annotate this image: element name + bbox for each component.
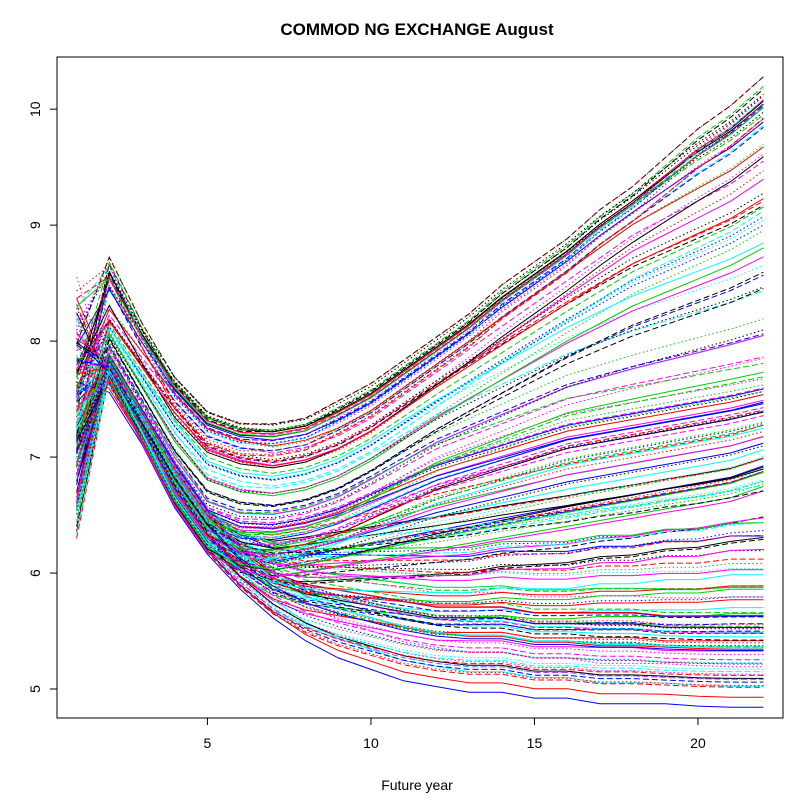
series-line	[76, 210, 764, 487]
series-line	[76, 121, 764, 441]
series-line	[76, 353, 764, 526]
series-line	[76, 98, 764, 445]
series-line	[76, 76, 764, 425]
series-line	[76, 381, 764, 681]
y-tick-label: 6	[27, 569, 43, 577]
series-line	[76, 364, 764, 634]
series-line	[76, 107, 764, 437]
series-line	[76, 368, 764, 644]
series-line	[76, 204, 764, 463]
series-line	[76, 367, 764, 614]
series-line	[76, 370, 764, 564]
series-line	[76, 344, 764, 641]
series-lines	[76, 76, 764, 708]
y-tick-label: 9	[27, 221, 43, 229]
series-line	[76, 364, 764, 552]
x-tick-label: 5	[204, 735, 212, 751]
series-line	[76, 364, 764, 553]
series-line	[76, 361, 764, 570]
y-tick-label: 5	[27, 685, 43, 693]
y-tick-label: 8	[27, 337, 43, 345]
x-tick-label: 15	[527, 735, 543, 751]
series-line	[76, 347, 764, 513]
series-line	[76, 372, 764, 564]
series-line	[76, 356, 764, 591]
series-line	[76, 332, 764, 634]
series-line	[76, 103, 764, 444]
series-line	[76, 276, 764, 668]
series-line	[76, 118, 764, 445]
chart-title: COMMOD NG EXCHANGE August	[280, 20, 554, 39]
series-line	[76, 107, 764, 436]
series-line	[76, 95, 764, 431]
series-line	[76, 290, 764, 489]
series-line	[76, 359, 764, 576]
series-line	[76, 356, 764, 675]
x-axis-label: Future year	[381, 777, 453, 793]
series-line	[76, 126, 764, 452]
y-tick-label: 10	[27, 101, 43, 117]
series-line	[76, 361, 764, 562]
series-line	[76, 206, 764, 474]
series-line	[76, 368, 764, 594]
series-line	[76, 88, 764, 433]
series-line	[76, 334, 764, 515]
series-line	[76, 333, 764, 512]
series-line	[76, 353, 764, 536]
series-line	[76, 382, 764, 683]
series-line	[76, 379, 764, 676]
series-line	[76, 338, 764, 617]
series-line	[76, 360, 764, 545]
series-line	[76, 381, 764, 708]
series-line	[76, 352, 764, 534]
series-line	[76, 361, 764, 581]
series-line	[76, 357, 764, 599]
series-line	[76, 365, 764, 633]
series-line	[76, 247, 764, 497]
x-tick-label: 10	[363, 735, 379, 751]
series-line	[76, 156, 764, 469]
series-line	[76, 366, 764, 607]
series-line	[76, 85, 764, 431]
series-line	[76, 347, 764, 520]
series-line	[76, 368, 764, 647]
series-line	[76, 331, 764, 629]
series-line	[76, 117, 764, 457]
series-line	[76, 369, 764, 555]
series-line	[76, 118, 764, 456]
x-tick-label: 20	[690, 735, 706, 751]
series-line	[76, 359, 764, 626]
series-line	[76, 103, 764, 452]
series-line	[76, 93, 764, 426]
y-axis: 5 6 7 8 9 10	[27, 101, 58, 693]
series-line	[76, 359, 764, 554]
series-line	[76, 256, 764, 494]
series-line	[76, 362, 764, 627]
y-tick-label: 7	[27, 453, 43, 461]
series-line	[76, 76, 764, 425]
series-line	[76, 95, 764, 441]
series-line	[76, 379, 764, 578]
series-line	[76, 242, 764, 477]
series-line	[76, 362, 764, 536]
series-line	[76, 367, 764, 554]
series-line	[76, 264, 764, 480]
series-line	[76, 160, 764, 454]
series-line	[76, 367, 764, 578]
series-line	[76, 198, 764, 467]
series-line	[76, 376, 764, 571]
series-line	[76, 370, 764, 648]
series-line	[76, 360, 764, 547]
series-line	[76, 353, 764, 524]
x-axis: 5 10 15 20	[204, 717, 706, 751]
series-line	[76, 229, 764, 494]
series-line	[76, 288, 764, 508]
series-line	[76, 271, 764, 507]
series-line	[76, 362, 764, 618]
series-line	[76, 370, 764, 557]
series-line	[76, 224, 764, 481]
series-line	[76, 192, 764, 461]
